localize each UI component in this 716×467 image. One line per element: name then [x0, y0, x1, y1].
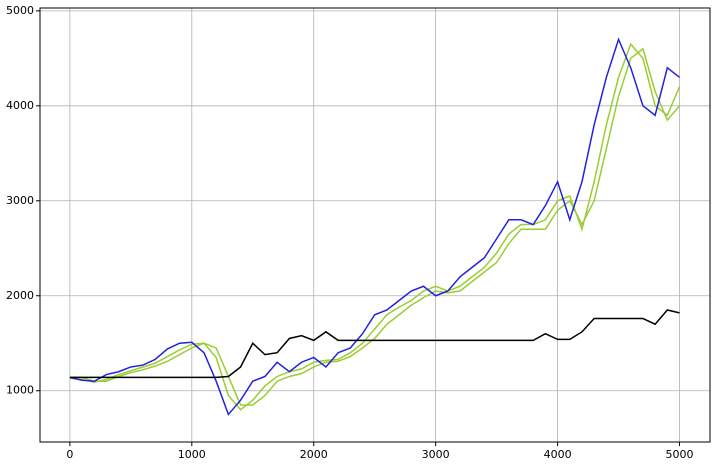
series-line	[69, 47, 681, 406]
y-tick-label: 5000	[6, 4, 34, 17]
x-tick-label: 4000	[544, 448, 572, 461]
y-tick-label: 2000	[6, 289, 34, 302]
x-tick-label: 0	[66, 448, 73, 461]
y-tick-label: 4000	[6, 99, 34, 112]
series-line	[69, 37, 680, 416]
series-line	[69, 309, 680, 379]
y-tick-label: 3000	[6, 194, 34, 207]
x-tick-label: 1000	[178, 448, 206, 461]
x-tick-label: 3000	[422, 448, 450, 461]
plot-frame	[39, 7, 711, 443]
y-tick-label: 1000	[6, 384, 34, 397]
x-tick-label: 5000	[666, 448, 694, 461]
x-tick-label: 2000	[300, 448, 328, 461]
